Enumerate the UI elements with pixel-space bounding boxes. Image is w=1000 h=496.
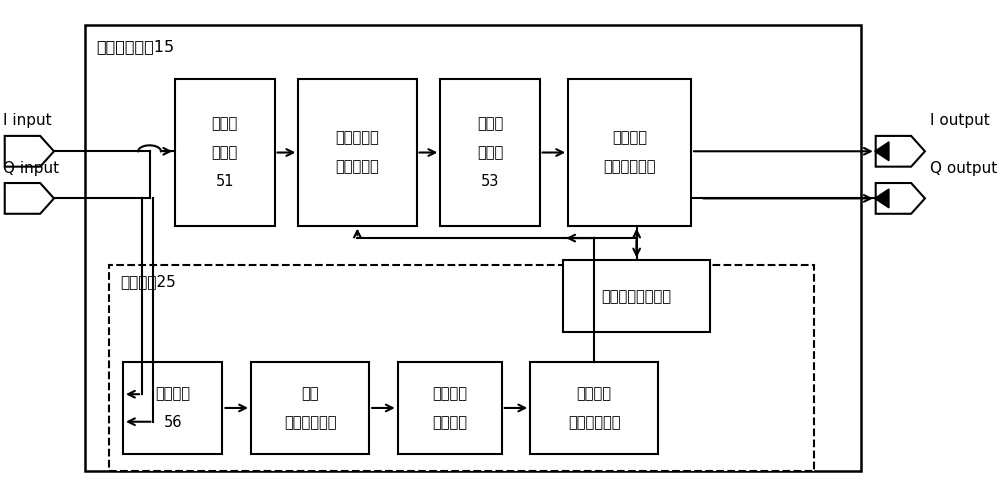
Text: 第二延迟模块５５: 第二延迟模块５５ (602, 289, 672, 304)
Bar (568, 79, 691, 226)
Text: 模块５８: 模块５８ (432, 415, 467, 430)
Text: 51: 51 (216, 174, 234, 189)
Text: I output: I output (930, 114, 989, 128)
Text: 搜移模块５４: 搜移模块５４ (603, 159, 656, 175)
Text: 第二频谱: 第二频谱 (612, 130, 647, 146)
Bar (109, 265, 814, 471)
Text: Q input: Q input (3, 161, 59, 176)
Text: 号发生器５９: 号发生器５９ (568, 415, 620, 430)
Text: 第三滤波: 第三滤波 (432, 386, 467, 401)
Text: 正余弦信: 正余弦信 (577, 386, 612, 401)
Text: 脉冲: 脉冲 (301, 386, 319, 401)
Text: 波模块: 波模块 (477, 145, 503, 160)
Text: 消除模块５７: 消除模块５７ (284, 415, 336, 430)
Bar (298, 79, 417, 226)
Text: 53: 53 (481, 174, 499, 189)
Bar (530, 362, 658, 454)
Bar (440, 79, 540, 226)
Text: 计算模块25: 计算模块25 (120, 274, 176, 289)
Text: 移模块５２: 移模块５２ (336, 159, 379, 175)
Text: 门限扩展模块15: 门限扩展模块15 (97, 39, 175, 54)
Text: 56: 56 (164, 415, 182, 430)
Text: 迟模块: 迟模块 (212, 145, 238, 160)
Bar (563, 260, 710, 332)
Text: 第一频谱搜: 第一频谱搜 (336, 130, 379, 146)
Bar (251, 362, 369, 454)
Bar (85, 25, 861, 471)
Text: Q output: Q output (930, 161, 997, 176)
Polygon shape (875, 189, 889, 208)
Text: I input: I input (3, 114, 51, 128)
Text: 第二滤: 第二滤 (477, 116, 503, 131)
Bar (123, 362, 222, 454)
Polygon shape (875, 142, 889, 161)
Text: 第一延: 第一延 (212, 116, 238, 131)
Bar (175, 79, 275, 226)
Text: 微分模块: 微分模块 (155, 386, 190, 401)
Bar (398, 362, 502, 454)
